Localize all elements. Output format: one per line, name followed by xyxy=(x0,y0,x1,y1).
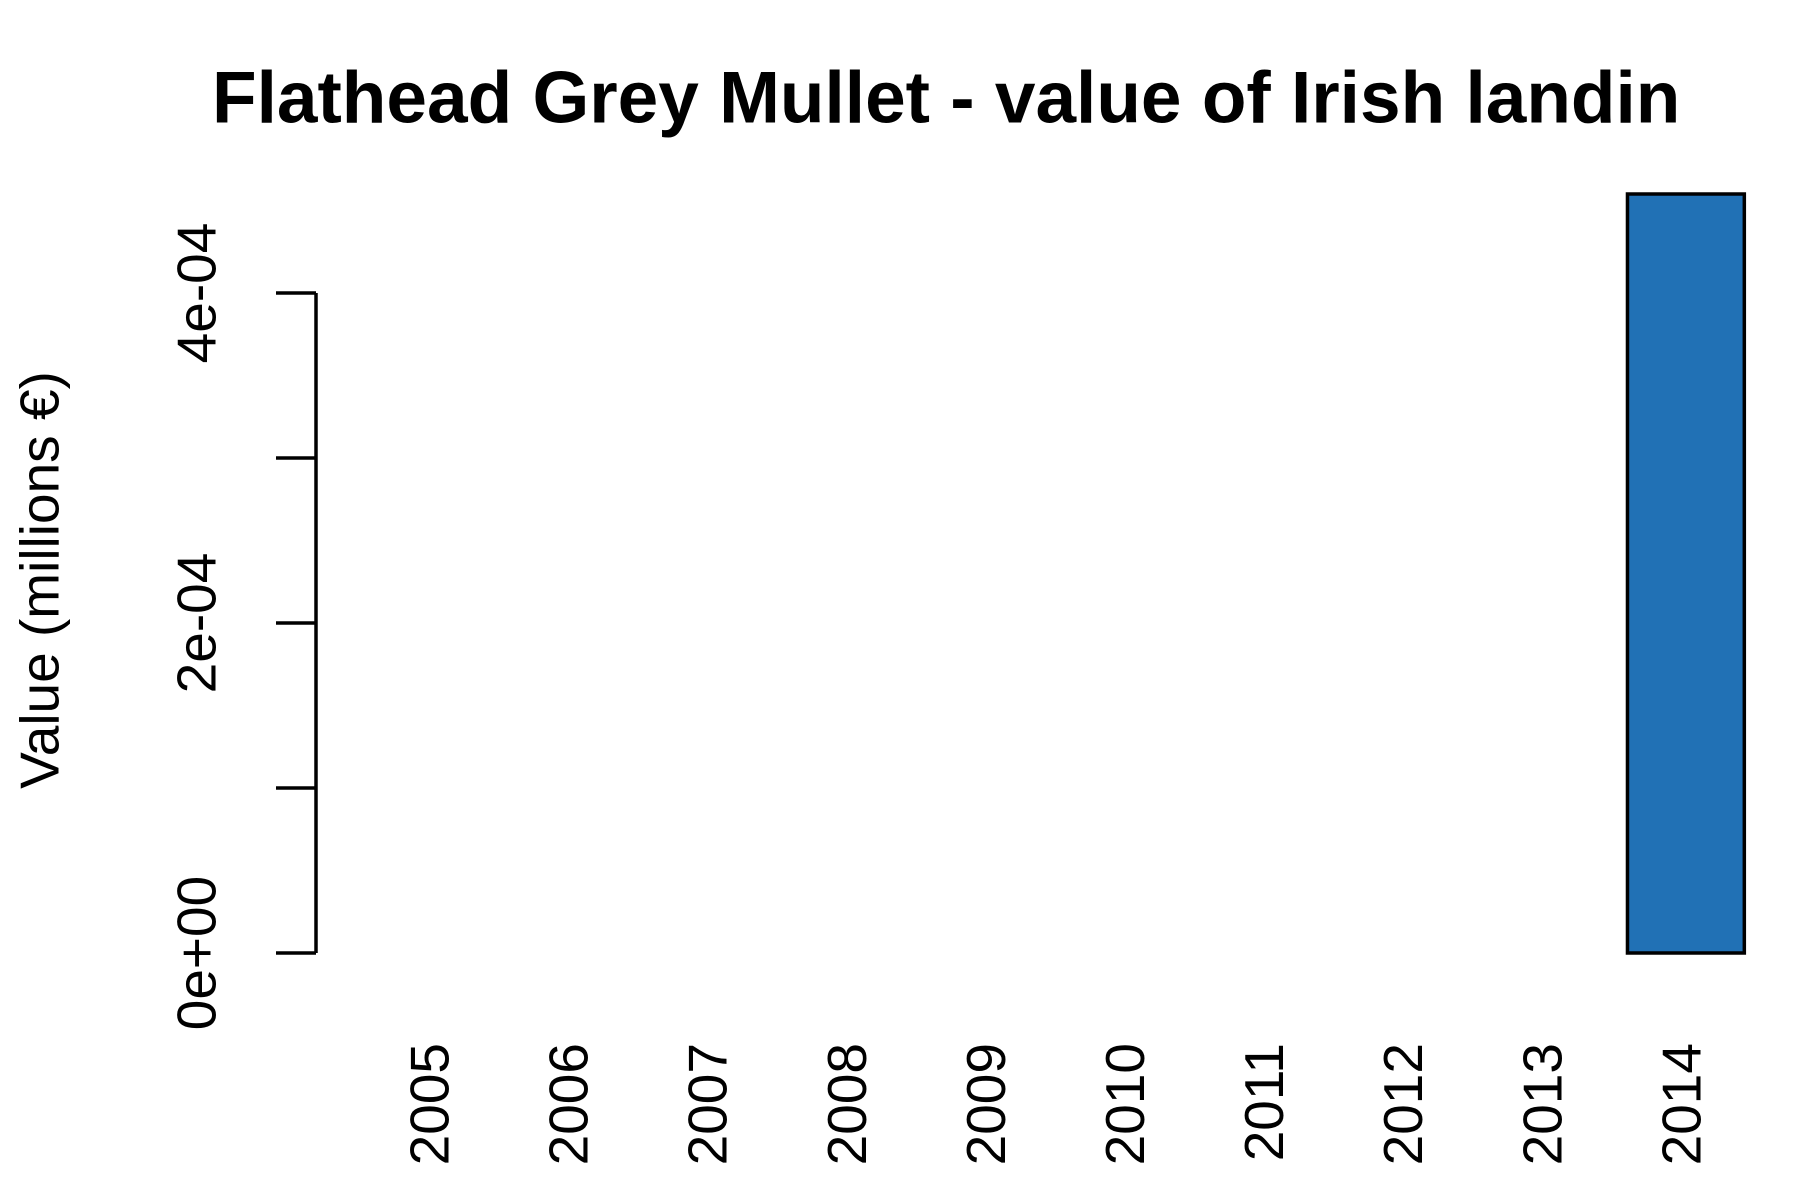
x-tick-label: 2007 xyxy=(677,1043,739,1165)
y-tick-label: 4e-04 xyxy=(166,223,228,364)
x-tick-label: 2011 xyxy=(1233,1043,1295,1161)
x-tick-label: 2013 xyxy=(1511,1043,1573,1165)
x-tick-label: 2014 xyxy=(1650,1043,1712,1165)
x-tick-label: 2010 xyxy=(1094,1043,1156,1165)
x-tick-label: 2008 xyxy=(816,1043,878,1165)
y-tick-label: 0e+00 xyxy=(166,876,228,1030)
y-tick-label: 2e-04 xyxy=(166,553,228,694)
x-tick-label: 2009 xyxy=(955,1043,1017,1165)
y-axis-label: Value (millions €) xyxy=(9,371,71,789)
chart-title: Flathead Grey Mullet - value of Irish la… xyxy=(212,57,1680,138)
x-tick-label: 2005 xyxy=(399,1043,461,1165)
x-tick-label: 2012 xyxy=(1372,1043,1434,1165)
bar xyxy=(1625,192,1747,955)
x-tick-label: 2006 xyxy=(538,1043,600,1165)
